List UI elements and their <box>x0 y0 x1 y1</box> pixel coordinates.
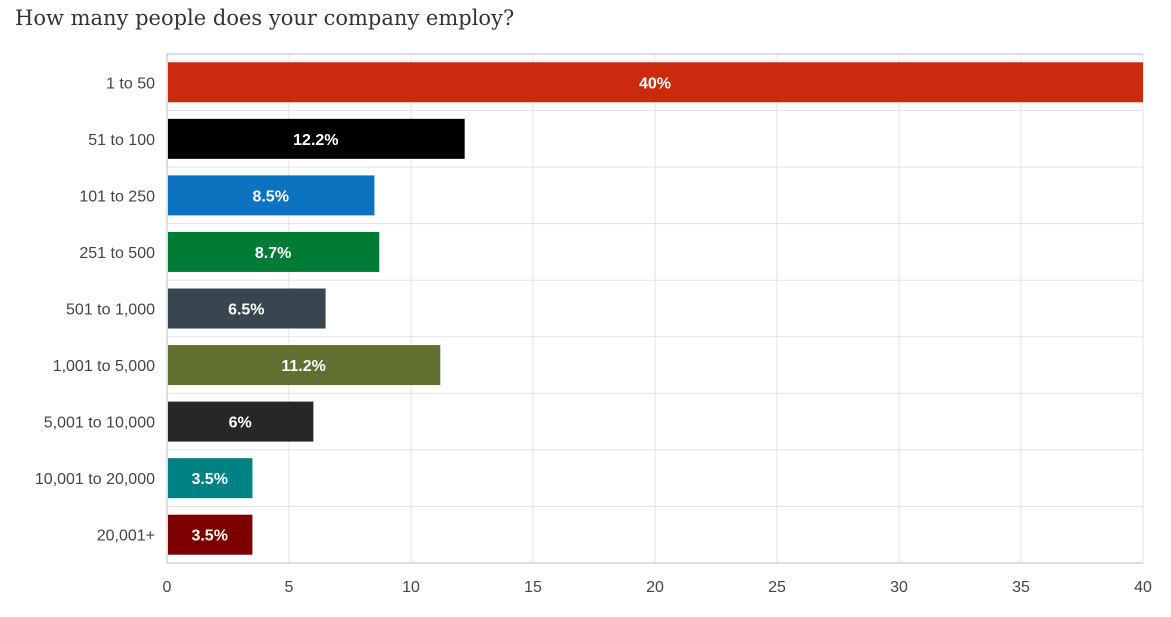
x-tick-label: 5 <box>285 579 294 596</box>
chart-title: How many people does your company employ… <box>15 6 515 30</box>
category-label: 501 to 1,000 <box>66 302 155 319</box>
data-label: 3.5% <box>191 471 227 488</box>
bar <box>168 514 253 555</box>
data-label: 3.5% <box>191 528 227 545</box>
data-label: 11.2% <box>281 358 325 375</box>
data-label: 8.7% <box>255 245 291 262</box>
data-label: 8.5% <box>252 188 288 205</box>
bar <box>168 288 326 329</box>
category-label: 51 to 100 <box>88 132 155 149</box>
x-tick-label: 0 <box>163 579 172 596</box>
bar <box>168 62 1143 103</box>
data-label: 6% <box>229 415 252 432</box>
x-tick-label: 20 <box>646 579 664 596</box>
bar <box>168 345 441 386</box>
data-label: 40% <box>639 75 671 92</box>
data-label: 12.2% <box>293 132 338 149</box>
bar <box>168 118 465 159</box>
category-label: 101 to 250 <box>79 188 155 205</box>
category-label: 5,001 to 10,000 <box>44 415 155 432</box>
data-label: 6.5% <box>228 302 264 319</box>
x-tick-label: 10 <box>402 579 420 596</box>
bar <box>168 231 380 272</box>
bar <box>168 175 375 216</box>
bar <box>168 458 253 499</box>
category-label: 20,001+ <box>97 528 155 545</box>
bar <box>168 401 314 442</box>
category-label: 251 to 500 <box>79 245 155 262</box>
x-tick-label: 30 <box>890 579 908 596</box>
x-tick-label: 25 <box>768 579 786 596</box>
x-tick-label: 40 <box>1134 579 1152 596</box>
x-tick-label: 35 <box>1012 579 1030 596</box>
x-tick-label: 15 <box>524 579 542 596</box>
category-label: 10,001 to 20,000 <box>35 471 155 488</box>
category-label: 1,001 to 5,000 <box>53 358 155 375</box>
category-label: 1 to 50 <box>106 75 155 92</box>
